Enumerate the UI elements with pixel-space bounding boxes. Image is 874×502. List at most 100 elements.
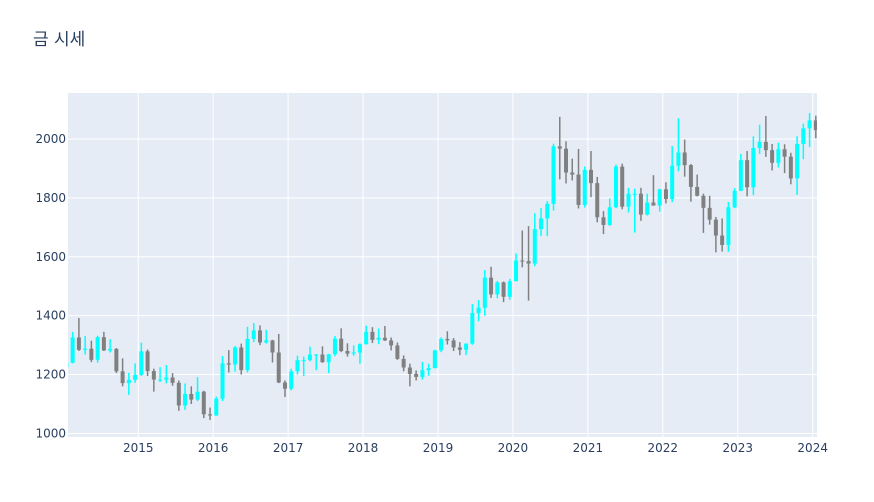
candle-body — [270, 340, 275, 353]
candle-body — [545, 203, 550, 219]
candle-body — [70, 337, 75, 363]
x-tick-label: 2022 — [648, 441, 679, 455]
candle-body — [276, 352, 281, 383]
candle-body — [532, 229, 537, 264]
x-tick-label: 2019 — [423, 441, 454, 455]
candle-body — [663, 189, 668, 200]
candle-body — [314, 354, 319, 356]
candle-increasing — [726, 201, 731, 252]
candle-body — [757, 141, 762, 149]
candle-body — [626, 193, 631, 207]
x-tick-label: 2023 — [722, 441, 753, 455]
candle-body — [776, 149, 781, 163]
candle-body — [195, 391, 200, 400]
candle-decreasing — [276, 333, 281, 384]
candle-increasing — [776, 142, 781, 168]
candle-decreasing — [557, 116, 562, 180]
candle-body — [351, 352, 356, 354]
candle-decreasing — [120, 358, 125, 387]
candle-decreasing — [588, 151, 593, 198]
candle-decreasing — [445, 331, 450, 345]
candle-decreasing — [320, 346, 325, 363]
candle-body — [788, 156, 793, 179]
candle-decreasing — [688, 163, 693, 202]
candle-body — [414, 373, 419, 377]
candle-body — [670, 165, 675, 200]
candle-increasing — [676, 118, 681, 172]
candle-increasing — [301, 356, 306, 377]
candle-body — [482, 277, 487, 308]
candle-decreasing — [176, 380, 181, 411]
x-tick-label: 2018 — [348, 441, 379, 455]
candle-body — [364, 331, 369, 345]
candle-body — [139, 351, 144, 375]
candle-decreasing — [208, 407, 213, 420]
candle-body — [751, 148, 756, 188]
candle-body — [389, 340, 394, 346]
candle-body — [95, 337, 100, 360]
candle-increasing — [108, 339, 113, 353]
candle-decreasing — [620, 163, 625, 210]
y-tick-label: 1000 — [35, 426, 66, 440]
x-tick-label: 2015 — [123, 441, 154, 455]
candle-increasing — [645, 193, 650, 216]
candle-decreasing — [576, 148, 581, 209]
candle-increasing — [495, 280, 500, 299]
candle-decreasing — [114, 348, 119, 374]
candle-increasing — [432, 349, 437, 369]
candle-body — [526, 261, 531, 264]
candle-decreasing — [76, 318, 81, 351]
candle-body — [151, 371, 156, 380]
candle-body — [339, 338, 344, 351]
candle-body — [176, 382, 181, 406]
candle-body — [432, 350, 437, 369]
candle-body — [676, 152, 681, 166]
candle-decreasing — [451, 338, 456, 351]
candle-body — [189, 394, 194, 400]
candle-body — [707, 207, 712, 220]
candle-decreasing — [526, 226, 531, 301]
candle-body — [258, 330, 263, 343]
candle-increasing — [801, 123, 806, 160]
candle-increasing — [95, 335, 100, 363]
candle-body — [651, 202, 656, 206]
candle-body — [395, 345, 400, 359]
candle-body — [439, 338, 444, 351]
candle-body — [264, 340, 269, 343]
candle-increasing — [183, 383, 188, 410]
candle-increasing — [307, 346, 312, 362]
candle-body — [108, 348, 113, 351]
candle-body — [645, 202, 650, 215]
candle-decreasing — [489, 266, 494, 298]
candle-body — [89, 348, 94, 360]
y-tick-label: 1800 — [35, 191, 66, 205]
candle-decreasing — [682, 139, 687, 177]
candle-decreasing — [239, 343, 244, 375]
candle-increasing — [251, 323, 256, 343]
candle-body — [576, 174, 581, 205]
candle-increasing — [289, 368, 294, 391]
candle-body — [564, 148, 569, 173]
candle-body — [551, 146, 556, 204]
candle-increasing — [264, 329, 269, 344]
candle-decreasing — [770, 143, 775, 171]
candle-decreasing — [564, 141, 569, 184]
candle-body — [76, 337, 81, 350]
candle-body — [570, 172, 575, 175]
candle-decreasing — [382, 325, 387, 341]
candle-body — [126, 379, 131, 384]
candle-increasing — [607, 198, 612, 227]
candle-decreasing — [170, 373, 175, 386]
candle-decreasing — [339, 328, 344, 353]
y-tick-label: 1600 — [35, 250, 66, 264]
candle-increasing — [68, 362, 69, 368]
candle-increasing — [376, 328, 381, 345]
candle-body — [451, 340, 456, 348]
candle-body — [282, 382, 287, 389]
candle-increasing — [439, 337, 444, 353]
candle-decreasing — [370, 327, 375, 344]
y-tick-label: 2000 — [35, 132, 66, 146]
candle-body — [738, 160, 743, 191]
y-tick-label: 1400 — [35, 309, 66, 323]
candle-increasing — [470, 304, 475, 345]
